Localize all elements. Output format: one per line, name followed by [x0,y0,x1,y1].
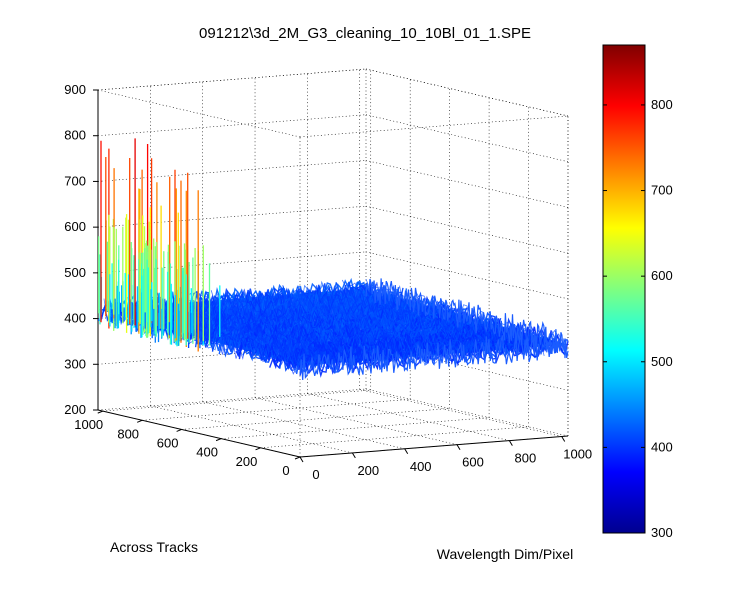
z-tick-label: 900 [64,82,86,97]
spikes [98,138,221,352]
z-tick-label: 400 [64,311,86,326]
y-tick-label: 800 [117,426,139,441]
colorbar-tick-label: 400 [651,439,673,454]
y-tick-label: 0 [282,463,289,478]
x-tick-label: 600 [462,455,484,470]
x-tick-label: 400 [410,459,432,474]
y-tick-label: 1000 [74,417,103,432]
colorbar-gradient [602,44,646,534]
z-tick-label: 300 [64,356,86,371]
x-axis-label: Wavelength Dim/Pixel [437,546,573,562]
colorbar-tick-label: 300 [651,525,673,540]
tick-labels: 0 200 400 600 800 100002004006008001000200300… [64,82,592,482]
colorbar-ticks: 300 400 500 600 700 800 [603,97,673,540]
y-tick-label: 600 [157,436,179,451]
colorbar-tick-label: 600 [651,268,673,283]
colorbar-tick-label: 800 [651,97,673,112]
y-axis-label: Across Tracks [110,539,198,555]
colorbar: 300 400 500 600 700 800 [602,44,673,540]
y-tick-label: 400 [196,445,218,460]
x-tick-label: 1000 [563,447,592,462]
z-tick-label: 800 [64,128,86,143]
z-tick-label: 600 [64,219,86,234]
z-tick-label: 500 [64,265,86,280]
x-tick-label: 0 [312,467,319,482]
y-tick-label: 200 [236,454,258,469]
z-tick-label: 700 [64,173,86,188]
x-tick-label: 800 [515,451,537,466]
colorbar-tick-label: 700 [651,183,673,198]
colorbar-tick-label: 500 [651,354,673,369]
x-tick-label: 200 [357,463,379,478]
chart-title: 091212\3d_2M_G3_cleaning_10_10Bl_01_1.SP… [199,25,531,42]
surface [97,277,569,381]
z-tick-label: 200 [64,402,86,417]
